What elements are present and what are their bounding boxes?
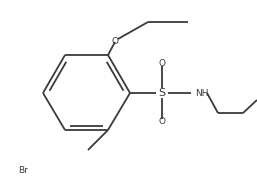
Text: O: O — [159, 59, 166, 68]
Text: NH: NH — [195, 89, 208, 98]
Text: Br: Br — [18, 166, 28, 175]
Text: S: S — [158, 88, 166, 98]
Text: O: O — [159, 118, 166, 127]
Text: O: O — [112, 38, 118, 47]
